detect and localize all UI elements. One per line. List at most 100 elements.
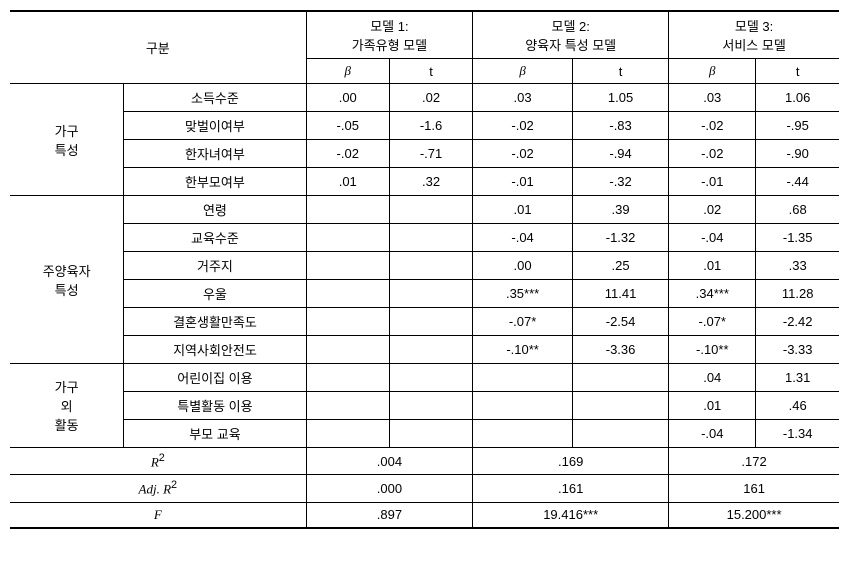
onechild-m2b: -.02	[473, 140, 573, 168]
income-m3b: .03	[669, 84, 756, 112]
edu-m1t	[389, 224, 472, 252]
par-m1t	[389, 420, 472, 448]
res-m1b	[306, 252, 389, 280]
f-m1: .897	[306, 502, 473, 528]
model1-line2: 가족유형 모델	[352, 38, 427, 53]
singleparent-m1b: .01	[306, 168, 389, 196]
dep-m1t	[389, 280, 472, 308]
age-m1b	[306, 196, 389, 224]
row-onechild-label: 한자녀여부	[124, 140, 306, 168]
spe-m2b	[473, 392, 573, 420]
day-m1b	[306, 364, 389, 392]
res-m3t: .33	[756, 252, 839, 280]
row-income-label: 소득수준	[124, 84, 306, 112]
income-m2t: 1.05	[572, 84, 668, 112]
dualincome-m1b: -.05	[306, 112, 389, 140]
age-m2b: .01	[473, 196, 573, 224]
res-m3b: .01	[669, 252, 756, 280]
singleparent-m3b: -.01	[669, 168, 756, 196]
adjr2-label: Adj. R2	[10, 475, 306, 502]
dep-m3b: .34***	[669, 280, 756, 308]
onechild-m2t: -.94	[572, 140, 668, 168]
row-education-label: 교육수준	[124, 224, 306, 252]
income-m1b: .00	[306, 84, 389, 112]
f-m3: 15.200***	[669, 502, 839, 528]
model3-line2: 서비스 모델	[722, 38, 785, 53]
dep-m2t: 11.41	[572, 280, 668, 308]
row-daycare-label: 어린이집 이용	[124, 364, 306, 392]
mar-m3b: -.07*	[669, 308, 756, 336]
com-m3b: -.10**	[669, 336, 756, 364]
dep-m3t: 11.28	[756, 280, 839, 308]
row-singleparent-label: 한부모여부	[124, 168, 306, 196]
mar-m3t: -2.42	[756, 308, 839, 336]
onechild-m3b: -.02	[669, 140, 756, 168]
singleparent-m1t: .32	[389, 168, 472, 196]
age-m3b: .02	[669, 196, 756, 224]
onechild-m1b: -.02	[306, 140, 389, 168]
dualincome-m3t: -.95	[756, 112, 839, 140]
par-m3b: -.04	[669, 420, 756, 448]
edu-m2t: -1.32	[572, 224, 668, 252]
dualincome-m3b: -.02	[669, 112, 756, 140]
par-m1b	[306, 420, 389, 448]
singleparent-m2b: -.01	[473, 168, 573, 196]
spe-m1b	[306, 392, 389, 420]
age-m3t: .68	[756, 196, 839, 224]
com-m1t	[389, 336, 472, 364]
m3-beta-header: β	[669, 59, 756, 84]
adjr2-m2: .161	[473, 475, 669, 502]
income-m3t: 1.06	[756, 84, 839, 112]
row-residence-label: 거주지	[124, 252, 306, 280]
group-household: 가구특성	[10, 84, 124, 196]
res-m2b: .00	[473, 252, 573, 280]
group-caregiver: 주양육자특성	[10, 196, 124, 364]
day-m2t	[572, 364, 668, 392]
par-m2b	[473, 420, 573, 448]
mar-m1b	[306, 308, 389, 336]
dep-m1b	[306, 280, 389, 308]
res-m1t	[389, 252, 472, 280]
row-parentedu-label: 부모 교육	[124, 420, 306, 448]
f-m2: 19.416***	[473, 502, 669, 528]
r2-label: R2	[10, 448, 306, 475]
model1-line1: 모델 1:	[370, 19, 408, 34]
r2-m1: .004	[306, 448, 473, 475]
dualincome-m2b: -.02	[473, 112, 573, 140]
adjr2-m1: .000	[306, 475, 473, 502]
mar-m2t: -2.54	[572, 308, 668, 336]
header-model1: 모델 1: 가족유형 모델	[306, 11, 473, 59]
par-m2t	[572, 420, 668, 448]
r2-m2: .169	[473, 448, 669, 475]
com-m3t: -3.33	[756, 336, 839, 364]
m2-beta-header: β	[473, 59, 573, 84]
income-m1t: .02	[389, 84, 472, 112]
onechild-m1t: -.71	[389, 140, 472, 168]
onechild-m3t: -.90	[756, 140, 839, 168]
dualincome-m1t: -1.6	[389, 112, 472, 140]
mar-m2b: -.07*	[473, 308, 573, 336]
edu-m1b	[306, 224, 389, 252]
header-model3: 모델 3: 서비스 모델	[669, 11, 839, 59]
mar-m1t	[389, 308, 472, 336]
edu-m3t: -1.35	[756, 224, 839, 252]
row-dualincome-label: 맞벌이여부	[124, 112, 306, 140]
day-m3b: .04	[669, 364, 756, 392]
r2-m3: .172	[669, 448, 839, 475]
row-special-label: 특별활동 이용	[124, 392, 306, 420]
com-m1b	[306, 336, 389, 364]
m2-t-header: t	[572, 59, 668, 84]
header-model2: 모델 2: 양육자 특성 모델	[473, 11, 669, 59]
spe-m3b: .01	[669, 392, 756, 420]
com-m2t: -3.36	[572, 336, 668, 364]
edu-m3b: -.04	[669, 224, 756, 252]
day-m3t: 1.31	[756, 364, 839, 392]
m3-t-header: t	[756, 59, 839, 84]
model2-line2: 양육자 특성 모델	[525, 38, 616, 53]
row-community-label: 지역사회안전도	[124, 336, 306, 364]
m1-t-header: t	[389, 59, 472, 84]
edu-m2b: -.04	[473, 224, 573, 252]
singleparent-m2t: -.32	[572, 168, 668, 196]
regression-table: 구분 모델 1: 가족유형 모델 모델 2: 양육자 특성 모델 모델 3: 서…	[10, 10, 839, 529]
com-m2b: -.10**	[473, 336, 573, 364]
